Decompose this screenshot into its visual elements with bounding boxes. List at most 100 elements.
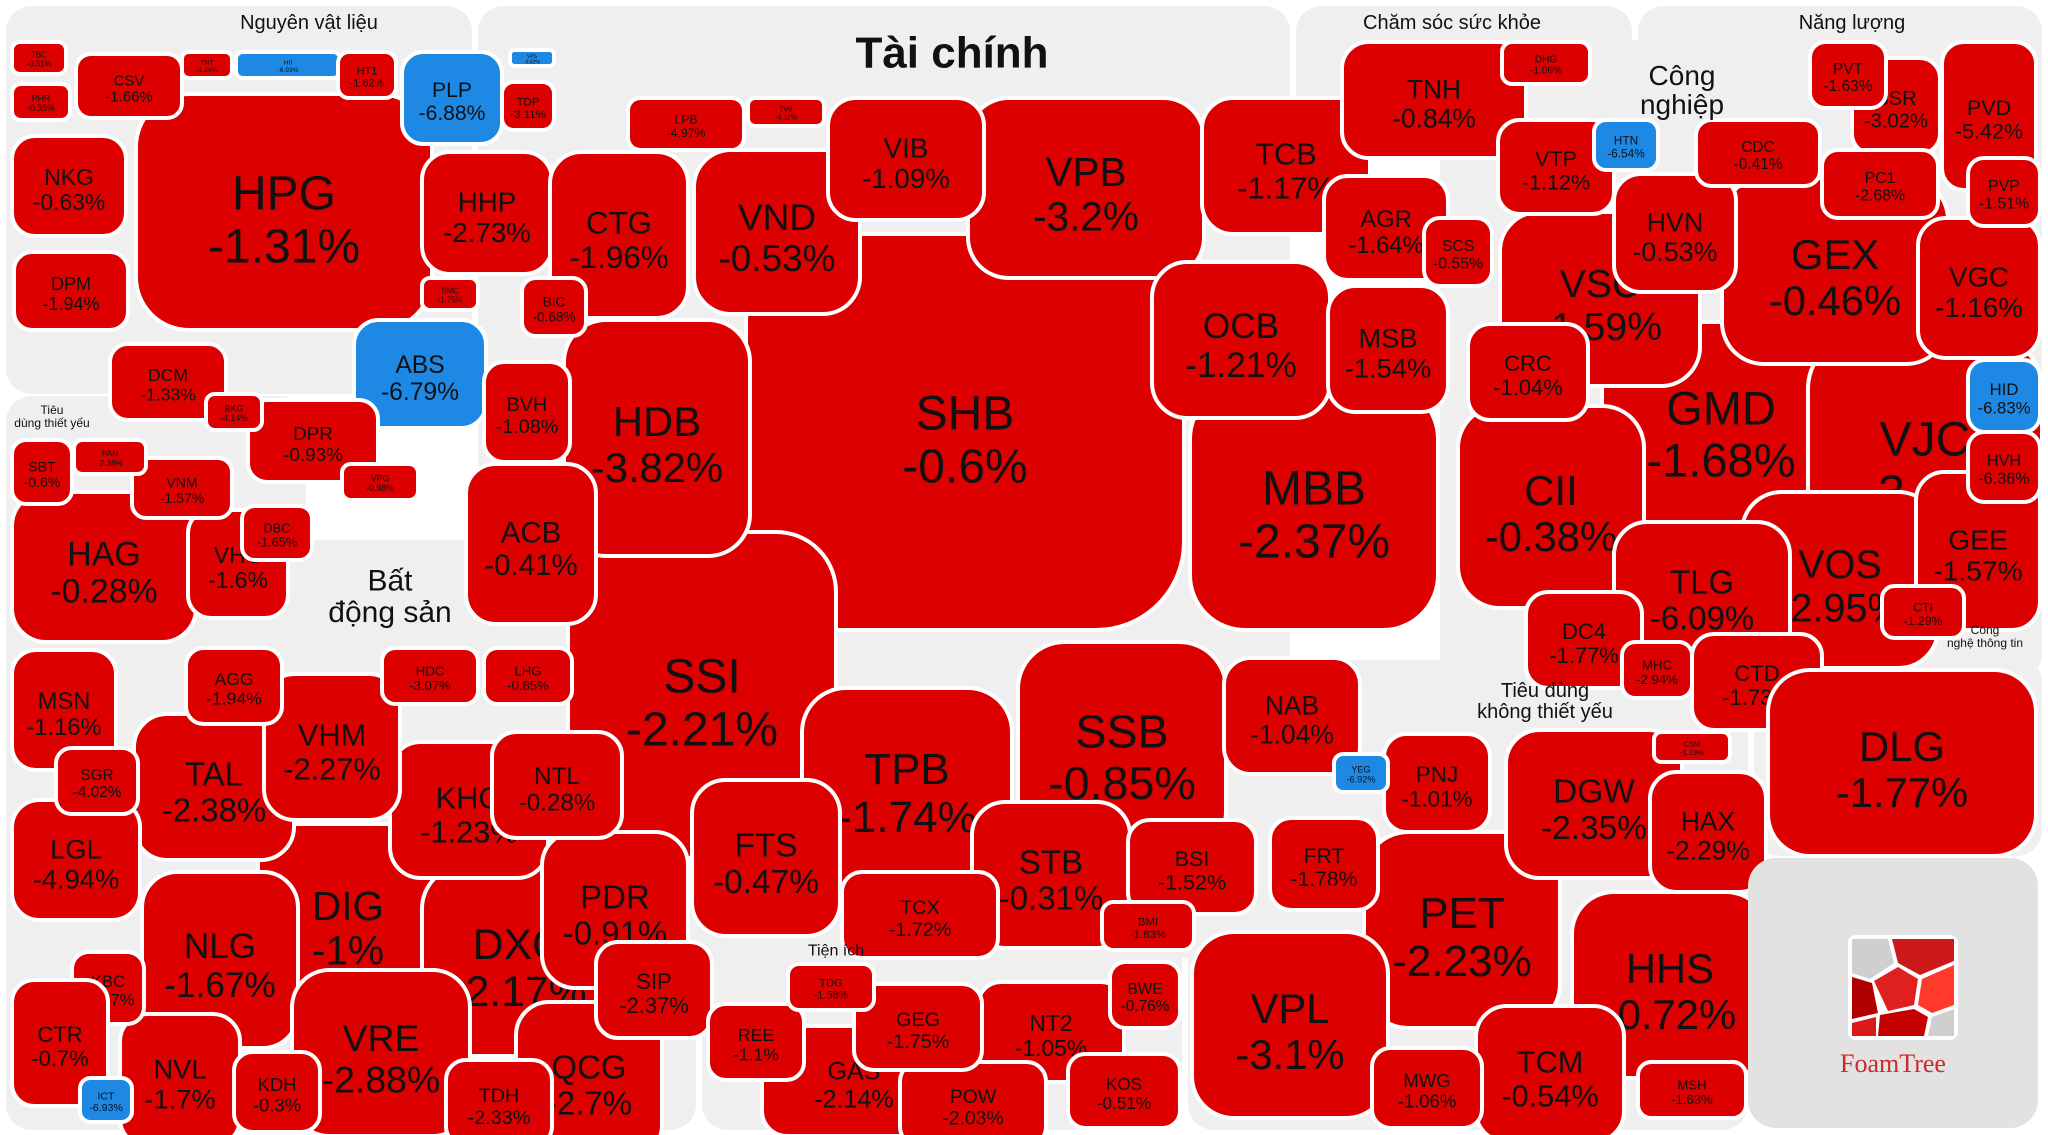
cell-stb[interactable]: STB-0.31% (970, 800, 1132, 950)
cell-hax[interactable]: HAX-2.29% (1648, 770, 1768, 894)
cell-tlg[interactable]: TLG-6.09% (1612, 520, 1792, 670)
cell-vpb[interactable]: VPB-3.2% (966, 96, 1206, 280)
cell-tbc[interactable]: TBC-0.31% (10, 40, 68, 76)
cell-tal[interactable]: TAL-2.38% (132, 712, 296, 862)
cell-dpr[interactable]: DPR-0.93% (246, 398, 380, 484)
cell-bsi[interactable]: BSI-1.52% (1126, 818, 1258, 916)
cell-acb[interactable]: ACB-0.41% (464, 462, 598, 626)
cell-vnd[interactable]: VND-0.53% (692, 148, 862, 316)
cell-vhm[interactable]: VHM-2.27% (262, 672, 402, 822)
cell-hdc[interactable]: HDC-3.07% (380, 646, 480, 706)
cell-dlg[interactable]: DLG-1.77% (1766, 668, 2038, 858)
cell-tnh[interactable]: TNH-0.84% (1340, 40, 1528, 160)
cell-pvd[interactable]: PVD-5.42% (1940, 40, 2038, 192)
cell-ocb[interactable]: OCB-1.21% (1150, 260, 1332, 420)
cell-nkg[interactable]: NKG-0.63% (10, 134, 128, 238)
cell-sgr[interactable]: SGR-4.02% (54, 746, 140, 816)
cell-tdp[interactable]: TDP-3.11% (500, 80, 556, 132)
cell-sip[interactable]: SIP-2.37% (594, 940, 714, 1040)
cell-frt[interactable]: FRT-1.78% (1268, 816, 1380, 912)
cell-csv[interactable]: CSV-1.66% (74, 52, 184, 120)
cell-smc[interactable]: SMC-1.75% (420, 276, 480, 312)
cell-bmi[interactable]: BMI-1.83% (1100, 900, 1196, 952)
cell-lpb[interactable]: LPB-4.97% (626, 96, 746, 152)
cell-bwe[interactable]: BWE-0.76% (1108, 960, 1182, 1030)
cell-mwg[interactable]: MWG-1.06% (1370, 1046, 1484, 1130)
cell-tcm[interactable]: TCM-0.54% (1474, 1004, 1626, 1135)
cell-hhp[interactable]: HHP-2.73% (420, 150, 554, 276)
cell-hvh[interactable]: HVH-6.36% (1966, 430, 2042, 504)
cell-vps[interactable]: VPS-6.82% (508, 48, 556, 68)
cell-msn[interactable]: MSN-1.16% (10, 648, 118, 772)
cell-shb[interactable]: SHB-0.6% (744, 232, 1186, 632)
cell-ctr[interactable]: CTR-0.7% (10, 978, 110, 1108)
cell-lgl[interactable]: LGL-4.94% (10, 798, 142, 922)
cell-ctg[interactable]: CTG-1.96% (548, 150, 690, 320)
cell-sbt[interactable]: SBT-0.6% (10, 438, 74, 506)
cell-htn[interactable]: HTN-6.54% (1592, 118, 1660, 172)
cell-dc4[interactable]: DC4-1.77% (1524, 590, 1644, 690)
cell-bic[interactable]: BIC-0.68% (520, 276, 588, 338)
cell-dcm[interactable]: DCM-1.33% (108, 342, 228, 422)
cell-lhg[interactable]: LHG-0.85% (482, 646, 574, 706)
cell-dgw[interactable]: DGW-2.35% (1504, 728, 1684, 880)
cell-scs[interactable]: SCS-0.55% (1422, 216, 1494, 288)
cell-yeg[interactable]: YEG-6.92% (1332, 752, 1390, 794)
cell-nab[interactable]: NAB-1.04% (1222, 656, 1362, 776)
cell-dhg[interactable]: DHG-1.06% (1500, 40, 1592, 86)
cell-hag[interactable]: HAG-0.28% (10, 490, 198, 644)
cell-crc[interactable]: CRC-1.04% (1466, 322, 1590, 422)
cell-pc1[interactable]: PC1-2.68% (1820, 148, 1940, 220)
cell-pan[interactable]: PAN-2.38% (72, 438, 148, 476)
cell-vnm[interactable]: VNM-1.57% (130, 456, 234, 520)
cell-tnt[interactable]: TNT-1.24% (180, 50, 234, 80)
cell-vre[interactable]: VRE-2.88% (290, 968, 472, 1135)
cell-ict[interactable]: ICT-6.93% (78, 1076, 134, 1124)
cell-vpg[interactable]: VPG-0.98% (340, 462, 420, 502)
cell-abs[interactable]: ABS-6.79% (352, 318, 488, 430)
cell-pet[interactable]: PET-2.23% (1362, 830, 1562, 1030)
cell-ree[interactable]: REE-1.1% (706, 1002, 806, 1082)
cell-nlg[interactable]: NLG-1.67% (140, 870, 300, 1050)
cell-msh[interactable]: MSH-1.63% (1636, 1060, 1748, 1120)
cell-geg[interactable]: GEG-1.75% (852, 982, 984, 1072)
cell-mhc[interactable]: MHC-2.94% (1620, 640, 1694, 700)
cell-pow[interactable]: POW-2.03% (898, 1060, 1048, 1135)
cell-tvb[interactable]: TVB-4.11% (746, 96, 826, 128)
cell-vgc[interactable]: VGC-1.16% (1916, 216, 2042, 360)
cell-mbb[interactable]: MBB-2.37% (1188, 382, 1440, 632)
cell-pnj[interactable]: PNJ-1.01% (1382, 732, 1492, 834)
cell-kos[interactable]: KOS-0.51% (1066, 1052, 1182, 1130)
cell-plp[interactable]: PLP-6.88% (400, 50, 504, 146)
cell-kdh[interactable]: KDH-0.3% (232, 1050, 322, 1134)
cell-ntl[interactable]: NTL-0.28% (490, 730, 624, 840)
cell-agg[interactable]: AGG-1.94% (184, 646, 284, 726)
cell-hpg[interactable]: HPG-1.31% (134, 92, 434, 332)
cell-dpm[interactable]: DPM-1.94% (12, 250, 130, 332)
cell-vib[interactable]: VIB-1.09% (826, 96, 986, 222)
cell-csm[interactable]: CSM-1.19% (1652, 730, 1732, 764)
cell-msb[interactable]: MSB-1.54% (1326, 284, 1450, 414)
cell-tdg[interactable]: TDG-1.58% (786, 962, 876, 1012)
cell-dbc[interactable]: DBC-1.65% (240, 504, 314, 562)
cell-vpl[interactable]: VPL-3.1% (1190, 930, 1390, 1120)
cell-tdh[interactable]: TDH-2.33% (444, 1058, 554, 1135)
cell-hdb[interactable]: HDB-3.82% (562, 318, 752, 558)
cell-vtp[interactable]: VTP-1.12% (1496, 118, 1616, 216)
cell-ht1[interactable]: HT1-1.62% (336, 50, 398, 100)
cell-fts[interactable]: FTS-0.47% (690, 778, 842, 938)
cell-bvh[interactable]: BVH-1.08% (482, 360, 572, 464)
cell-hii[interactable]: HII-6.93% (234, 50, 342, 80)
cell-cdc[interactable]: CDC-0.41% (1694, 118, 1822, 188)
cell-cii[interactable]: CII-0.38% (1456, 404, 1646, 610)
cell-pvp[interactable]: PVP-1.51% (1966, 156, 2042, 228)
cell-agr[interactable]: AGR-1.64% (1322, 174, 1450, 282)
cell-hvn[interactable]: HVN-0.53% (1612, 172, 1738, 294)
cell-nvl[interactable]: NVL-1.7% (118, 1012, 242, 1135)
cell-cti[interactable]: CTI-1.29% (1880, 584, 1966, 640)
cell-phr[interactable]: PHR-0.35% (10, 82, 72, 122)
cell-bkg[interactable]: BKG-4.14% (204, 392, 264, 432)
cell-tcx[interactable]: TCX-1.72% (840, 870, 1000, 960)
cell-pvt[interactable]: PVT-1.63% (1808, 40, 1888, 110)
cell-tpb[interactable]: TPB-1.74% (800, 686, 1014, 886)
